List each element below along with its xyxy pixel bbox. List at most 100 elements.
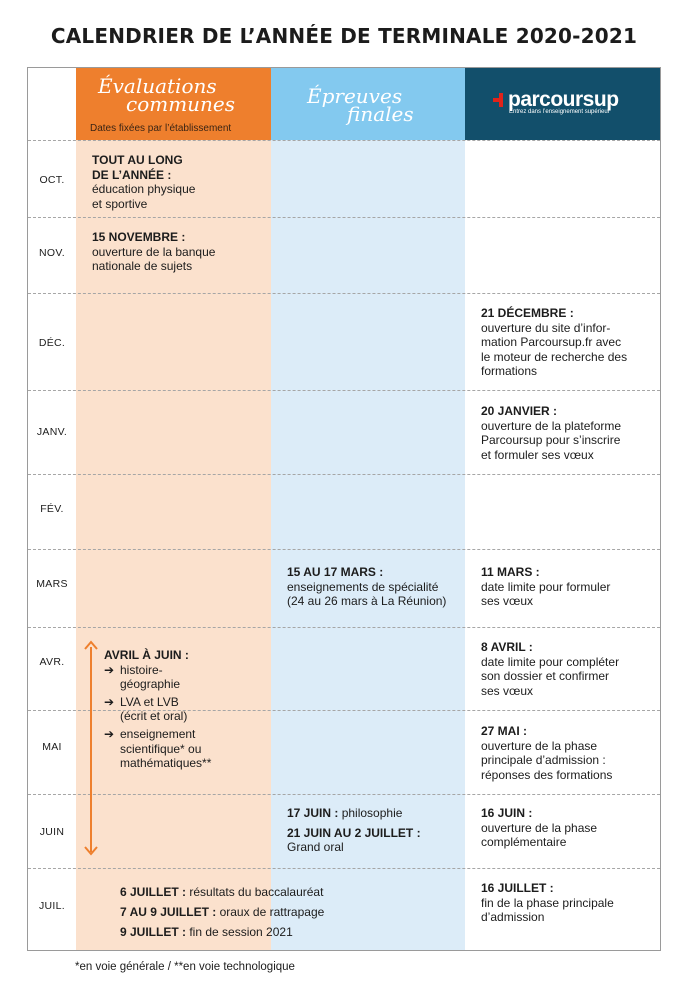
row-separator	[28, 868, 660, 869]
row-separator	[28, 293, 660, 294]
row-separator	[28, 549, 660, 550]
avril-juin-span-line	[90, 647, 92, 852]
epr-juin2-text: Grand oral	[287, 840, 344, 855]
header-epr-line2: finales	[347, 102, 414, 126]
juil-line2-bold: 7 AU 9 JUILLET :	[120, 905, 217, 919]
row-separator	[28, 390, 660, 391]
eval-oct-entry: TOUT AU LONG DE L’ANNÉE : éducation phys…	[92, 153, 195, 211]
eval-nov-text1: ouverture de la banque	[92, 244, 216, 259]
header-eval-line1: Évaluations	[98, 74, 217, 98]
eval-nov-entry: 15 NOVEMBRE : ouverture de la banque nat…	[92, 230, 215, 274]
ps-mars-head: 11 MARS :	[481, 565, 540, 579]
ps-dec-head: 21 DÉCEMBRE :	[481, 306, 574, 320]
arrow-right-icon: ➔	[104, 694, 115, 709]
month-mars: MARS	[36, 578, 68, 590]
arrow-right-icon: ➔	[104, 662, 115, 677]
arrow-right-icon: ➔	[104, 726, 115, 741]
eval-avr-item2a: LVA et LVB	[120, 694, 179, 709]
evaluations-column-bg	[76, 67, 271, 951]
parcoursup-tagline: Entrez dans l’enseignement supérieur	[509, 109, 610, 115]
header-epr-line1: Épreuves	[307, 84, 403, 108]
header-epreuves-finales: Épreuves finales	[271, 68, 465, 140]
parcoursup-avr-entry: 8 AVRIL : date limite pour compléter son…	[481, 640, 619, 698]
ps-juin-text1: ouverture de la phase	[481, 820, 598, 835]
eval-avr-head: AVRIL À JUIN :	[104, 648, 189, 662]
ps-juin-text2: complémentaire	[481, 835, 567, 850]
row-separator	[28, 474, 660, 475]
month-dec: DÉC.	[38, 337, 66, 349]
ps-avr-text2: son dossier et confirmer	[481, 669, 610, 684]
ps-janv-text2: Parcoursup pour s’inscrire	[481, 433, 621, 448]
eval-avr-item3b: scientifique* ou	[120, 741, 202, 756]
month-oct: OCT.	[39, 174, 65, 186]
row-separator	[28, 627, 660, 628]
parcoursup-wordmark: parcoursup	[508, 88, 619, 111]
parcoursup-mark-icon	[493, 93, 505, 107]
month-mai: MAI	[42, 741, 62, 753]
parcoursup-janv-entry: 20 JANVIER : ouverture de la plateforme …	[481, 404, 621, 462]
epr-juin1-text: philosophie	[338, 806, 403, 820]
header-parcoursup: parcoursup Entrez dans l’enseignement su…	[465, 68, 660, 140]
header-eval-line2: communes	[126, 92, 236, 116]
ps-mai-text1: ouverture de la phase	[481, 738, 598, 753]
ps-dec-text3: le moteur de recherche des	[481, 349, 628, 364]
epr-juin2-bold: 21 JUIN AU 2 JUILLET :	[287, 825, 421, 840]
juil-line1-text: résultats du baccalauréat	[186, 885, 324, 899]
eval-avr-item3c: mathématiques**	[120, 756, 212, 771]
ps-mai-text2: principale d’admission :	[481, 753, 606, 768]
header-eval-subtitle: Dates fixées par l’établissement	[90, 123, 232, 134]
epr-juin1-bold: 17 JUIN :	[287, 806, 339, 820]
juillet-results-entry: 6 JUILLET : résultats du baccalauréat 7 …	[120, 882, 324, 942]
ps-juin-head: 16 JUIN :	[481, 806, 533, 820]
ps-janv-head: 20 JANVIER :	[481, 404, 558, 418]
parcoursup-dec-entry: 21 DÉCEMBRE : ouverture du site d’infor-…	[481, 306, 627, 379]
calendar-frame	[27, 67, 661, 951]
month-janv: JANV.	[36, 426, 68, 438]
epr-mars-text1: enseignements de spécialité	[287, 579, 439, 594]
footnote: *en voie générale / **en voie technologi…	[75, 961, 295, 973]
epr-mars-text2: (24 au 26 mars à La Réunion)	[287, 594, 447, 609]
arrow-down-icon	[84, 846, 98, 856]
ps-dec-text4: formations	[481, 364, 538, 379]
juil-line3-text: fin de session 2021	[186, 925, 293, 939]
ps-mai-head: 27 MAI :	[481, 724, 528, 738]
parcoursup-juil-entry: 16 JUILLET : fin de la phase principale …	[481, 881, 614, 925]
eval-oct-head2: DE L’ANNÉE :	[92, 167, 172, 182]
eval-avr-item1a: histoire-	[120, 662, 163, 677]
ps-mars-text2: ses vœux	[481, 594, 534, 609]
ps-avr-text3: ses vœux	[481, 683, 534, 698]
month-avr: AVR.	[39, 656, 65, 668]
juil-line2-text: oraux de rattrapage	[216, 905, 325, 919]
row-separator	[28, 794, 660, 795]
epreuves-column-bg	[271, 67, 465, 951]
month-juil: JUIL.	[38, 900, 65, 912]
ps-mars-text1: date limite pour formuler	[481, 579, 611, 594]
header-evaluations-communes: Évaluations communes Dates fixées par l’…	[76, 68, 271, 140]
eval-nov-head: 15 NOVEMBRE :	[92, 230, 186, 244]
page-title: CALENDRIER DE L’ANNÉE DE TERMINALE 2020-…	[50, 24, 638, 48]
ps-mai-text3: réponses des formations	[481, 767, 613, 782]
juil-line3-bold: 9 JUILLET :	[120, 925, 187, 939]
ps-dec-text1: ouverture du site d’infor-	[481, 320, 611, 335]
eval-oct-head1: TOUT AU LONG	[92, 153, 183, 167]
row-separator	[28, 217, 660, 218]
ps-avr-head: 8 AVRIL :	[481, 640, 533, 654]
ps-janv-text1: ouverture de la plateforme	[481, 418, 622, 433]
ps-janv-text3: et formuler ses vœux	[481, 447, 594, 462]
eval-avr-item3a: enseignement	[120, 726, 196, 741]
juil-line1-bold: 6 JUILLET :	[120, 885, 187, 899]
eval-oct-text1: éducation physique	[92, 182, 196, 197]
eval-avril-juin-entry: AVRIL À JUIN : ➔ histoire- géographie ➔ …	[104, 648, 211, 771]
epreuves-juin-entry: 17 JUIN : philosophie 21 JUIN AU 2 JUILL…	[287, 806, 421, 855]
ps-juil-head: 16 JUILLET :	[481, 881, 554, 895]
ps-juil-text2: d’admission	[481, 910, 545, 925]
list-item: ➔ LVA et LVB (écrit et oral)	[104, 695, 211, 724]
eval-oct-text2: et sportive	[92, 196, 148, 211]
month-juin: JUIN	[39, 826, 65, 838]
row-separator	[28, 710, 660, 711]
month-fev: FÉV.	[40, 503, 64, 515]
ps-avr-text1: date limite pour compléter	[481, 654, 620, 669]
eval-avr-item1b: géographie	[120, 677, 181, 692]
parcoursup-mai-entry: 27 MAI : ouverture de la phase principal…	[481, 724, 612, 782]
epr-mars-head: 15 AU 17 MARS :	[287, 565, 384, 579]
